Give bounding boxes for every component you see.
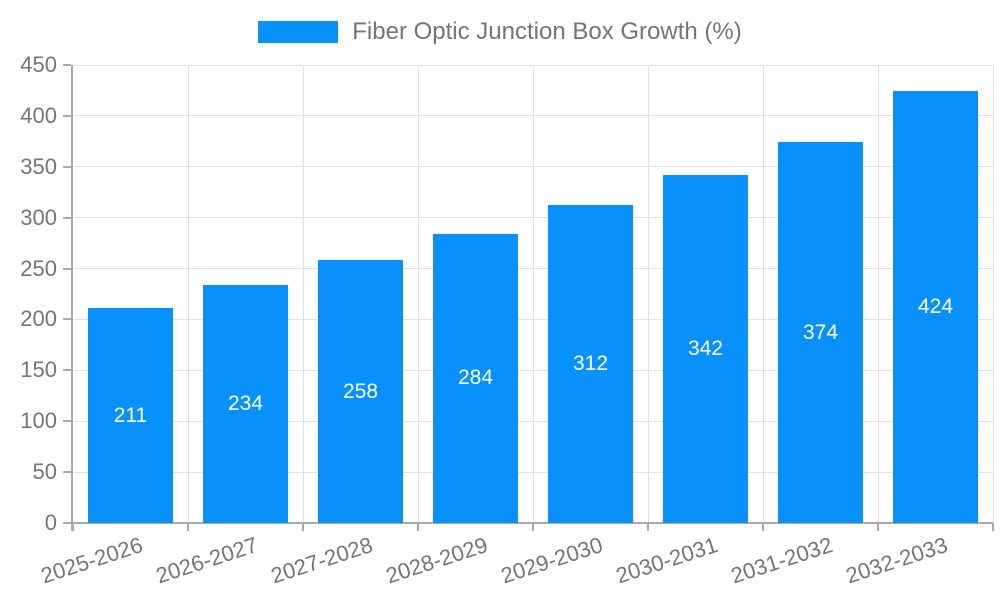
y-tick [63,267,71,270]
bar [548,205,633,523]
x-tick-label: 2032-2033 [843,532,951,589]
x-tick [992,523,994,531]
y-tick [63,420,71,423]
legend-swatch[interactable] [258,21,339,43]
y-tick-label: 0 [44,510,57,535]
x-grid-line [647,65,649,523]
x-tick [302,523,304,531]
x-grid-line [187,65,189,523]
bar [893,91,978,523]
x-tick [647,523,649,531]
y-tick-label: 250 [20,255,57,281]
bar-value-label: 234 [227,391,264,415]
x-tick-label: 2030-2031 [613,532,721,589]
x-tick-label: 2029-2030 [498,532,606,589]
y-tick-label: 50 [32,459,57,485]
x-grid-line [302,65,304,523]
y-tick [63,522,71,524]
x-tick [417,523,419,531]
bar [433,233,518,523]
x-tick-label: 2026-2027 [153,532,261,589]
y-tick-label: 200 [20,306,57,332]
x-tick-label: 2028-2029 [383,532,491,589]
bar [88,308,173,523]
x-tick [762,523,764,531]
y-tick-label: 350 [20,153,57,179]
x-grid-line [532,65,534,523]
x-grid-line [417,65,419,523]
x-grid-line [762,65,764,523]
bar-value-label: 374 [802,320,839,344]
y-tick [63,64,71,67]
bar-value-label: 312 [572,352,609,376]
bar [778,142,863,523]
bar [203,284,288,523]
x-tick [187,523,189,531]
bar [663,174,748,523]
y-axis-line [71,65,73,531]
x-grid-line [992,65,994,523]
x-tick [877,523,879,531]
y-tick [63,216,71,219]
x-tick [72,523,74,531]
bar-value-label: 258 [342,379,379,403]
y-tick-label: 400 [20,102,57,128]
x-tick [532,523,534,531]
y-tick-label: 300 [20,204,57,230]
x-grid-line [877,65,879,523]
bar-value-label: 284 [457,366,494,390]
plot-area: 0 50 100 150 200 250 300 350 400 450 2025-2026 202… [20,53,994,588]
y-tick [63,369,71,372]
bar-value-label: 342 [687,336,724,360]
y-tick-label: 100 [20,408,57,434]
y-tick-label: 450 [20,52,57,77]
legend-label[interactable]: Fiber Optic Junction Box Growth (%) [352,18,742,45]
y-tick [63,114,71,117]
x-tick-label: 2027-2028 [268,532,376,589]
y-tick-label: 150 [20,357,57,383]
y-tick [63,471,71,474]
bar-value-label: 211 [113,403,148,427]
bar [318,260,403,523]
bar-value-label: 424 [917,295,954,319]
x-tick-label: 2031-2032 [728,532,836,589]
y-tick [63,165,71,168]
y-tick [63,318,71,321]
x-tick-label: 2025-2026 [38,532,146,589]
legend[interactable]: Fiber Optic Junction Box Growth (%) [0,18,1000,46]
